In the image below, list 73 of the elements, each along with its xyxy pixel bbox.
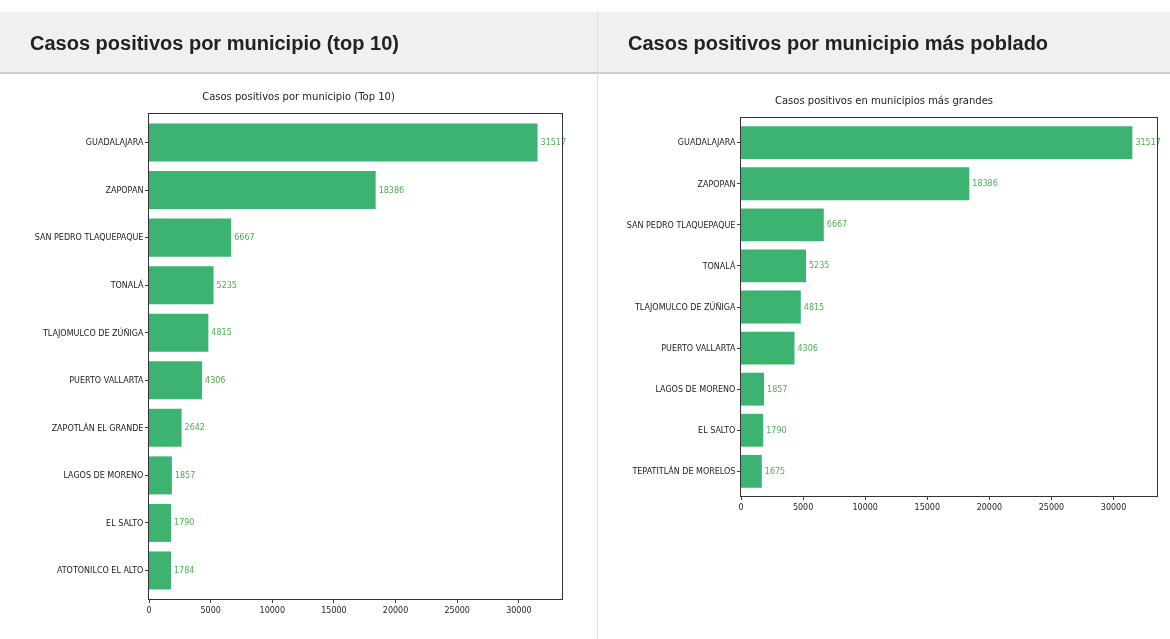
y-tick-label: TLAJOMULCO DE ZÚÑIGA bbox=[633, 300, 736, 312]
chart-subtitle: Casos positivos por municipio (Top 10) bbox=[202, 91, 395, 102]
x-tick-label: 10000 bbox=[852, 502, 878, 512]
bar bbox=[149, 408, 182, 447]
y-tick-label: PUERTO VALLARTA bbox=[69, 376, 144, 386]
x-tick-label: 25000 bbox=[1038, 502, 1065, 512]
y-tick-label: EL SALTO bbox=[106, 518, 144, 528]
bar bbox=[149, 171, 376, 210]
data-label: 4815 bbox=[211, 328, 232, 338]
data-label: 1790 bbox=[174, 518, 195, 528]
bar bbox=[741, 413, 764, 447]
bar bbox=[741, 249, 807, 283]
data-label: 18386 bbox=[378, 185, 405, 195]
data-label: 1784 bbox=[173, 565, 195, 575]
bar bbox=[149, 551, 171, 590]
data-label: 1857 bbox=[174, 470, 196, 480]
y-tick-label: SAN PEDRO TLAQUEPAQUE bbox=[34, 233, 144, 243]
x-tick-label: 0 bbox=[146, 605, 152, 615]
x-tick-label: 20000 bbox=[382, 605, 409, 615]
data-label: 18386 bbox=[972, 179, 998, 189]
bar bbox=[149, 456, 172, 495]
y-tick-label: LAGOS DE MORENO bbox=[655, 384, 736, 394]
y-tick-label: EL SALTO bbox=[698, 426, 736, 436]
bar bbox=[741, 208, 824, 242]
bar bbox=[149, 218, 232, 257]
bar bbox=[149, 123, 538, 162]
bar bbox=[741, 126, 1133, 160]
data-label: 1675 bbox=[764, 466, 786, 476]
y-tick-label: ZAPOPAN bbox=[105, 185, 144, 195]
x-tick-label: 20000 bbox=[976, 502, 1003, 512]
x-tick-label: 5000 bbox=[792, 502, 814, 512]
bar bbox=[741, 331, 795, 365]
bar bbox=[741, 290, 801, 324]
x-tick-label: 15000 bbox=[321, 605, 347, 615]
y-tick-label: ATOTONILCO EL ALTO bbox=[56, 566, 144, 576]
data-label: 1790 bbox=[766, 425, 787, 435]
data-label: 5235 bbox=[809, 261, 830, 271]
data-label: 6667 bbox=[234, 233, 255, 243]
y-tick-label: ZAPOPAN bbox=[697, 179, 736, 189]
bar bbox=[149, 266, 214, 305]
y-tick-label: SAN PEDRO TLAQUEPAQUE bbox=[626, 220, 736, 230]
data-label: 6667 bbox=[826, 220, 848, 230]
y-tick-label: TONALÁ bbox=[701, 259, 736, 271]
chart-title: Casos positivos por municipio más poblado bbox=[598, 12, 1170, 74]
data-label: 4306 bbox=[797, 343, 818, 353]
x-tick-label: 15000 bbox=[914, 502, 940, 512]
y-tick-label: TONALÁ bbox=[109, 278, 144, 290]
y-tick-label: ZAPOTLÁN EL GRANDE bbox=[51, 421, 144, 433]
y-tick-label: PUERTO VALLARTA bbox=[661, 343, 736, 353]
data-label: 2642 bbox=[184, 423, 205, 433]
bar bbox=[741, 167, 970, 201]
chart-title: Casos positivos por municipio (top 10) bbox=[0, 12, 597, 74]
data-label: 4815 bbox=[803, 302, 825, 312]
x-tick-label: 5000 bbox=[200, 605, 221, 615]
x-tick-label: 0 bbox=[738, 502, 744, 512]
bar bbox=[149, 361, 203, 400]
y-tick-label: GUADALAJARA bbox=[85, 138, 144, 148]
y-tick-label: LAGOS DE MORENO bbox=[63, 471, 144, 481]
bar bbox=[149, 313, 209, 352]
bar bbox=[741, 454, 762, 488]
y-tick-label: TEPATITLÁN DE MORELOS bbox=[631, 465, 736, 477]
data-label: 5235 bbox=[216, 280, 237, 290]
y-tick-label: TLAJOMULCO DE ZÚÑIGA bbox=[41, 326, 144, 338]
bar bbox=[741, 372, 765, 406]
data-label: 1857 bbox=[767, 384, 788, 394]
bar bbox=[149, 503, 172, 542]
x-tick-label: 25000 bbox=[444, 605, 470, 615]
x-tick-label: 30000 bbox=[1100, 502, 1127, 512]
x-tick-label: 10000 bbox=[259, 605, 286, 615]
data-label: 4306 bbox=[205, 375, 226, 385]
chart-subtitle: Casos positivos en municipios más grandes bbox=[774, 95, 994, 106]
y-tick-label: GUADALAJARA bbox=[677, 138, 736, 148]
x-tick-label: 30000 bbox=[506, 605, 532, 615]
